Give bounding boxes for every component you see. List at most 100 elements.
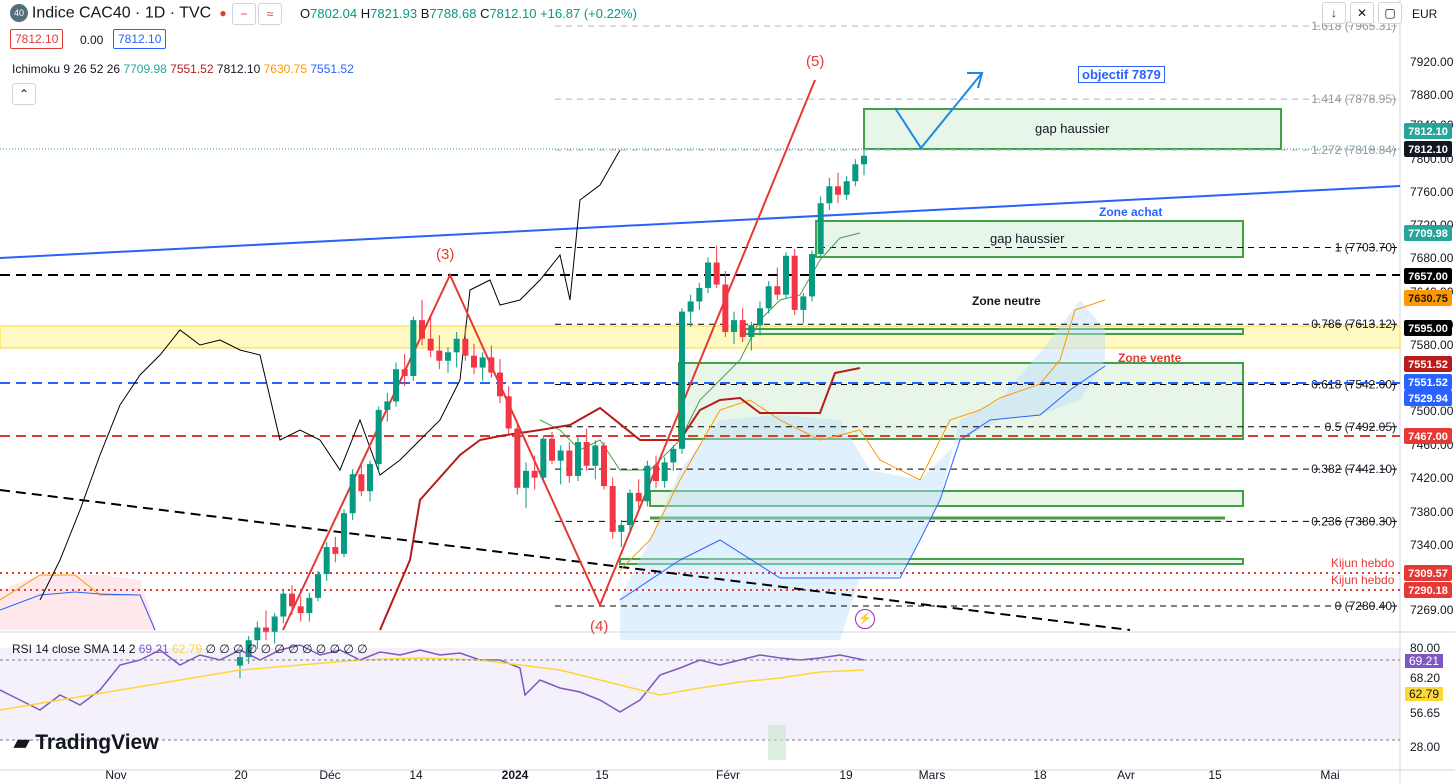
- ichimoku-v1: 7709.98: [123, 62, 167, 76]
- zone-achat-label: Zone achat: [1099, 205, 1163, 219]
- price-badge-bg: [1404, 268, 1452, 284]
- senkou-a: [619, 299, 1106, 571]
- minus-icon[interactable]: −: [232, 3, 256, 25]
- candle-body: [618, 525, 625, 532]
- candle-body: [436, 350, 443, 361]
- time-axis[interactable]: Nov 20 Déc 14 2024 15 Févr 19 Mars 18 Avr 15 Mai: [105, 768, 1339, 782]
- price-tick-label: 7760.00: [1410, 185, 1454, 199]
- rsi-sma-badge: 62.79: [1405, 687, 1444, 701]
- candle-body: [245, 640, 252, 658]
- time-tick-label: 2024: [502, 768, 529, 782]
- candle-body: [557, 450, 564, 461]
- ohlc-c: 7812.10: [489, 6, 537, 21]
- candle-body: [679, 311, 685, 449]
- candle-body: [332, 547, 339, 554]
- gap-haussier-label-top: gap haussier: [1035, 121, 1110, 136]
- currency-label[interactable]: EUR: [1412, 7, 1438, 21]
- price-badge-bg: [1404, 356, 1452, 372]
- ichimoku-cloud-red: [0, 575, 155, 630]
- price-badge-label: 7709.98: [1408, 228, 1448, 240]
- price-badges: 7812.10 7812.10 7709.98 7657.00 7630.75 7595.…: [1404, 123, 1452, 598]
- price-badge-label: 7812.10: [1408, 126, 1448, 138]
- candle-body: [323, 547, 330, 575]
- candle-body: [384, 401, 391, 410]
- ichimoku-v2: 7551.52: [170, 62, 214, 76]
- wave-3-label: (3): [436, 246, 455, 263]
- lightning-icon[interactable]: ⚡: [855, 609, 875, 629]
- candle-body: [583, 442, 590, 466]
- projection-arrowhead: [967, 72, 984, 89]
- rsi-axis-56: 56.65: [1410, 706, 1441, 720]
- time-tick-label: Mai: [1320, 768, 1339, 782]
- candle-body: [280, 593, 287, 617]
- rsi-value: 69.21: [138, 642, 169, 656]
- wave-icon[interactable]: ≈: [258, 3, 282, 25]
- ohlc-change: +16.87 (+0.22%): [540, 6, 637, 21]
- time-tick-label: 19: [839, 768, 853, 782]
- dot-icon: ●: [216, 3, 230, 23]
- candle-body: [791, 255, 798, 310]
- rsi-axis-68: 68.20: [1410, 671, 1441, 685]
- rsi-highlight: [768, 725, 786, 760]
- senkou-b-left: [0, 591, 156, 631]
- candle-body: [765, 286, 772, 309]
- candle-body: [410, 320, 417, 377]
- projection-arrow: [894, 72, 983, 150]
- price-tick-label: 7880.00: [1410, 88, 1454, 102]
- price-badge-label: 7290.18: [1408, 585, 1448, 597]
- tv-logo-icon: ▰: [14, 732, 30, 754]
- price-badge-bg: [1404, 290, 1452, 306]
- candle-body: [523, 470, 529, 488]
- rsi-legend[interactable]: RSI 14 close SMA 14 2 69.21 62.79 ∅ ∅ ∅ …: [12, 642, 368, 656]
- price-tick-label: 7420.00: [1410, 471, 1454, 485]
- time-tick-label: 20: [234, 768, 248, 782]
- bid-box[interactable]: 7812.10: [10, 29, 64, 49]
- price-tick-label: 7380.00: [1410, 505, 1454, 519]
- candle-body: [453, 338, 460, 353]
- candle-body: [722, 284, 729, 332]
- candle-body: [826, 186, 833, 204]
- zone-neutre-label: Zone neutre: [972, 294, 1041, 308]
- candle-body: [237, 657, 243, 666]
- kijun-hebdo-label-1: Kijun hebdo: [1331, 556, 1395, 570]
- support-zone-rect-low: [619, 558, 1244, 565]
- close-icon[interactable]: ✕: [1350, 2, 1374, 24]
- objectif-label: objectif 7879: [1078, 66, 1165, 83]
- price-badge-bg: [1404, 582, 1452, 598]
- candle-body: [479, 357, 486, 368]
- time-tick-label: Avr: [1117, 768, 1135, 782]
- rsi-line: [0, 644, 865, 713]
- price-badge-label: 7467.00: [1408, 431, 1448, 443]
- ichimoku-name: Ichimoku 9 26 52 26: [12, 62, 121, 76]
- fib-label: 1.272 (7818.84): [1311, 143, 1396, 157]
- ichimoku-v5: 7551.52: [310, 62, 354, 76]
- ichimoku-legend[interactable]: Ichimoku 9 26 52 26 7709.98 7551.52 7812…: [12, 62, 354, 76]
- candle-body: [653, 465, 659, 482]
- candle-body: [393, 369, 399, 402]
- candle-body: [800, 296, 807, 310]
- tradingview-logo[interactable]: ▰ TradingView: [14, 730, 159, 755]
- candle-body: [705, 262, 711, 288]
- elliott-wave-lines: [282, 79, 816, 631]
- candle-body: [757, 308, 763, 326]
- price-tick-label: 7500.00: [1410, 404, 1454, 418]
- price-badge-label: 7309.57: [1408, 568, 1448, 580]
- candle-body: [505, 396, 512, 429]
- zone-neutre-rect: [744, 328, 1244, 335]
- zone-vente-label: Zone vente: [1118, 351, 1182, 365]
- candle-body: [713, 262, 720, 285]
- arrow-down-icon[interactable]: ↓: [1322, 2, 1346, 24]
- ohlc-h: 7821.93: [370, 6, 418, 21]
- collapse-chevron-icon[interactable]: ⌃: [12, 83, 36, 105]
- candle-body: [419, 320, 425, 339]
- fib-label: 0.786 (7613.12): [1311, 317, 1396, 331]
- gap-haussier-zone-top: [863, 108, 1282, 150]
- fib-label: 0.382 (7442.10): [1311, 462, 1396, 476]
- symbol-header[interactable]: 40 Indice CAC40 · 1D · TVC: [10, 4, 212, 23]
- ask-box[interactable]: 7812.10: [113, 29, 167, 49]
- maximize-icon[interactable]: ▢: [1378, 2, 1402, 24]
- candle-body: [297, 606, 304, 614]
- symbol-title[interactable]: Indice CAC40 · 1D · TVC: [31, 4, 212, 22]
- candle-body: [817, 203, 824, 255]
